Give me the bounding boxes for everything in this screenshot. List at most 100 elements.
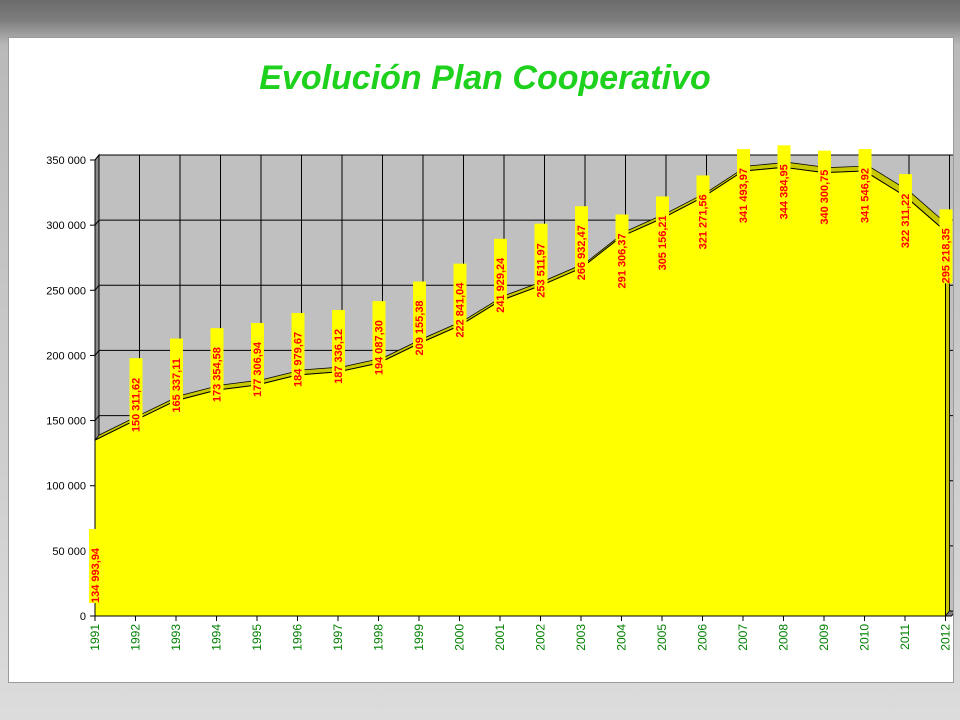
data-label-bg [575, 206, 588, 281]
y-tick-label: 150 000 [46, 416, 86, 428]
data-label-group: 150 311,62 [129, 358, 143, 433]
x-tick-label: 1999 [412, 624, 426, 651]
x-tick-label: 1993 [169, 624, 183, 651]
data-label-bg [858, 149, 872, 224]
data-label-group: 321 271,56 [696, 175, 710, 250]
data-label-group: 322 311,22 [899, 174, 912, 249]
data-label: 266 932,47 [576, 225, 588, 280]
data-label-bg [170, 338, 183, 413]
data-label: 184 979,67 [293, 332, 305, 387]
area-chart: Evolución Plan Cooperativo 0 50 000 100 00… [46, 59, 953, 651]
x-tick-label: 2007 [736, 624, 750, 651]
data-label: 344 384,95 [779, 164, 791, 219]
data-label-bg [413, 281, 426, 356]
y-tick-label: 350 000 [46, 155, 86, 167]
data-label-group: 187 336,12 [332, 309, 345, 384]
data-label-group: 305 156,21 [656, 196, 669, 271]
y-tick-label: 50 000 [52, 546, 86, 558]
data-label-group: 184 979,67 [291, 312, 305, 387]
data-label-bg [615, 214, 629, 289]
data-label: 253 511,97 [536, 243, 548, 297]
data-label-group: 173 354,58 [210, 328, 224, 403]
x-tick-label: 2002 [534, 624, 548, 651]
data-label: 291 306,37 [617, 233, 629, 288]
x-tick-label: 1997 [331, 624, 345, 651]
h-gridline-side [94, 154, 100, 161]
data-label: 340 300,75 [819, 170, 831, 225]
data-label-group: 222 841,04 [453, 263, 467, 338]
data-label-bg [494, 238, 507, 313]
x-tick-label: 1995 [250, 624, 264, 651]
x-axis-ticks: 1991 1992 1993 1994 1995 1996 1997 1998 1999 2000… [88, 616, 953, 651]
data-label-group: 209 155,38 [413, 281, 426, 356]
chart-title: Evolución Plan Cooperativo [259, 59, 711, 97]
x-tick-label: 2009 [817, 624, 831, 651]
data-label: 187 336,12 [333, 329, 345, 384]
h-gridline-side [94, 284, 100, 291]
data-label: 173 354,58 [212, 347, 224, 402]
y-tick-label: 250 000 [46, 285, 86, 297]
data-label-bg [291, 312, 305, 387]
data-label-group: 340 300,75 [818, 150, 831, 225]
data-label-bg [777, 145, 791, 220]
data-label: 321 271,56 [698, 194, 710, 249]
y-tick-label: 300 000 [46, 220, 86, 232]
data-label: 165 337,11 [171, 358, 183, 412]
data-label-group: 253 511,97 [534, 223, 548, 298]
y-tick-label: 200 000 [46, 350, 86, 362]
x-tick-label: 1994 [210, 624, 224, 651]
data-label-group: 291 306,37 [615, 214, 629, 289]
data-label-bg [899, 174, 912, 249]
x-tick-label: 2012 [939, 624, 953, 651]
data-label: 194 087,30 [374, 320, 386, 375]
x-tick-label: 2010 [858, 624, 872, 651]
x-tick-label: 2003 [574, 624, 588, 651]
data-label: 305 156,21 [657, 215, 669, 270]
x-tick-label: 1991 [88, 624, 102, 651]
data-label-group: 194 087,30 [372, 301, 386, 376]
data-label-bg [372, 301, 386, 376]
x-tick-label: 2000 [453, 624, 467, 651]
data-label: 209 155,38 [414, 300, 426, 355]
data-label-bg [696, 175, 710, 250]
data-label-bg [818, 150, 831, 225]
data-label-bg [534, 223, 548, 298]
data-label-bg [210, 328, 224, 403]
data-label: 341 546,92 [860, 168, 872, 223]
data-label-bg [656, 196, 669, 271]
data-label: 177 306,94 [252, 341, 264, 397]
data-labels: 134 993,94 150 311,62 165 337,11 173 354,58… [89, 145, 953, 603]
h-gridline-side [94, 415, 100, 421]
x-tick-label: 1996 [291, 624, 305, 651]
data-label-group: 177 306,94 [251, 322, 264, 397]
data-label-bg [332, 309, 345, 384]
area-end-face [945, 225, 950, 618]
data-label-group: 344 384,95 [777, 145, 791, 220]
data-label: 241 929,24 [495, 257, 507, 313]
data-label-bg [453, 263, 467, 338]
data-label: 222 841,04 [455, 282, 467, 338]
slide-panel: Evolución Plan Cooperativo 0 50 000 100 00… [8, 37, 954, 683]
x-tick-label: 2001 [493, 624, 507, 651]
data-label-group: 341 493,97 [737, 149, 750, 224]
data-label: 295 218,35 [941, 228, 953, 283]
data-label-group: 241 929,24 [494, 238, 507, 313]
data-label-bg [737, 149, 750, 224]
data-label: 341 493,97 [738, 168, 750, 223]
data-label-group: 341 546,92 [858, 149, 872, 224]
data-label-bg [129, 358, 143, 433]
x-tick-label: 2005 [655, 624, 669, 651]
data-label-bg [939, 209, 953, 284]
data-label: 134 993,94 [90, 547, 102, 603]
x-tick-label: 2011 [898, 624, 912, 650]
x-tick-label: 1998 [372, 624, 386, 651]
data-label: 150 311,62 [131, 378, 143, 432]
data-label-bg [251, 322, 264, 397]
x-tick-label: 2008 [777, 624, 791, 651]
data-label-group: 295 218,35 [939, 209, 953, 284]
data-label-group: 134 993,94 [89, 529, 102, 603]
data-label-bg [89, 529, 102, 603]
y-axis-ticks: 0 50 000 100 000 150 000 200 000 250 000 300 0… [46, 155, 86, 623]
y-tick-label: 0 [80, 611, 86, 623]
x-tick-label: 2004 [615, 624, 629, 651]
